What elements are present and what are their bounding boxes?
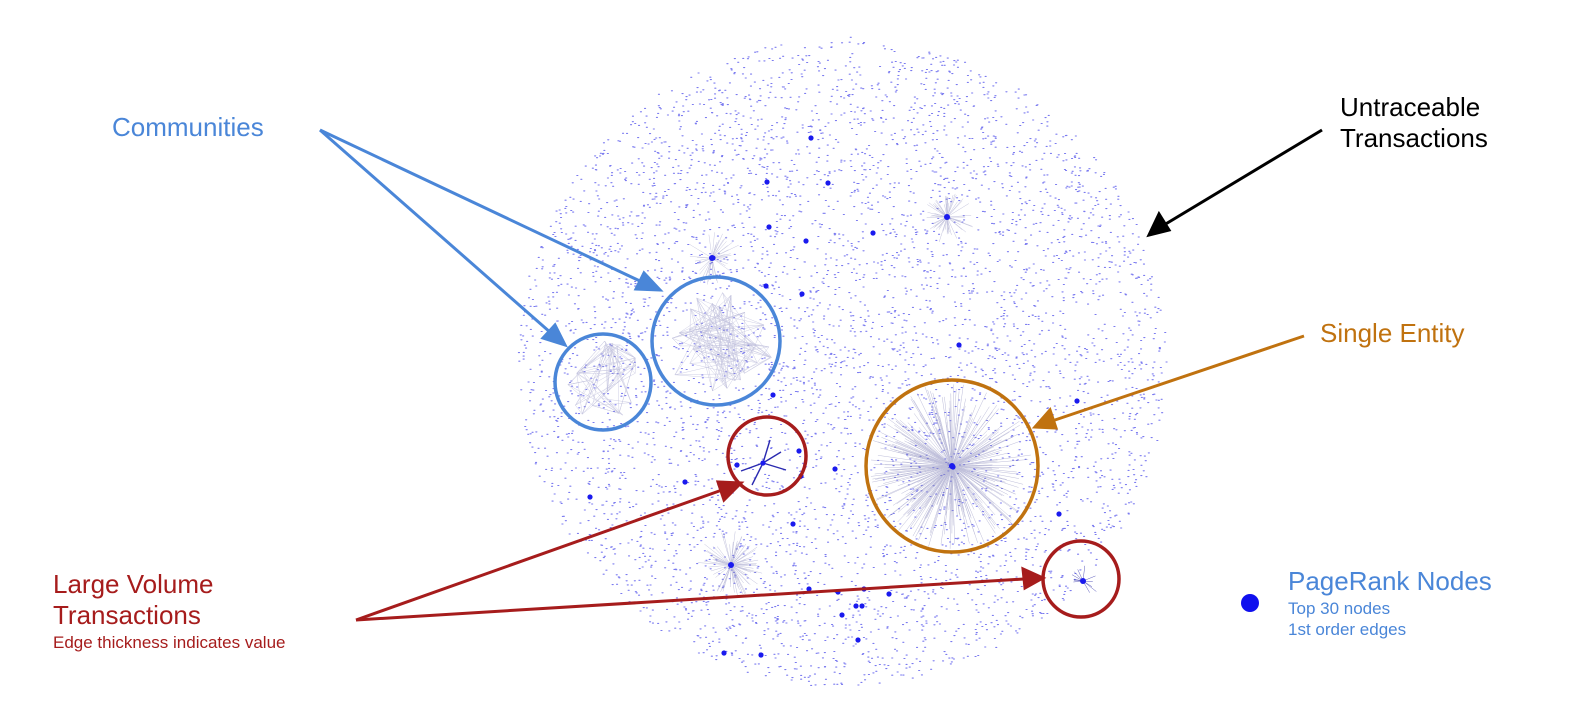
large-volume-edges [740,439,787,486]
pagerank-legend-title: PageRank Nodes [1288,566,1492,596]
hub-clusters [567,193,1097,598]
community-web-left [567,340,637,416]
pagerank-node [760,460,766,466]
pagerank-node [796,448,802,454]
pagerank-node [956,342,962,348]
pagerank-node [1080,578,1086,584]
pagerank-node [770,392,776,398]
pagerank-node [859,603,865,609]
large-volume-arrows [355,480,1047,622]
pagerank-node [944,214,950,220]
pagerank-legend-dot [1241,594,1259,612]
pagerank-nodes [587,135,1086,658]
communities-label: Communities [112,112,264,142]
pagerank-legend: PageRank Nodes Top 30 nodes 1st order ed… [1288,566,1492,640]
pagerank-node [728,562,734,568]
large-volume-line1: Large Volume [53,569,214,599]
pagerank-node [853,603,859,609]
pagerank-node [1074,398,1080,404]
communities-arrows [319,128,664,348]
community-circle-left [553,332,653,432]
pagerank-node [825,180,831,186]
untraceable-arrow [1146,128,1323,238]
large-volume-subtext: Edge thickness indicates value [53,633,286,653]
pagerank-node [763,283,769,289]
pagerank-node [764,179,770,185]
pagerank-node [803,238,809,244]
pagerank-node [734,462,740,468]
pagerank-node [721,650,727,656]
pagerank-node [870,230,876,236]
hub-top-right [926,193,973,242]
community-web-right [672,292,772,392]
pagerank-node [806,586,812,592]
large-volume-circle-upper [726,415,808,497]
untraceable-line2: Transactions [1340,123,1488,154]
pagerank-node [682,479,688,485]
pagerank-node [799,291,805,297]
untraceable-transactions-label: Untraceable Transactions [1340,92,1488,154]
pagerank-node [766,224,772,230]
pagerank-node [808,135,814,141]
pagerank-legend-line1: Top 30 nodes [1288,599,1391,619]
pagerank-node [839,612,845,618]
pagerank-node [886,591,892,597]
pagerank-node [1056,511,1062,517]
pagerank-node [855,637,861,643]
single-entity-label: Single Entity [1320,318,1465,348]
pagerank-node [790,521,796,527]
single-entity-circle [864,378,1040,554]
network-cloud [517,36,1168,686]
pagerank-node [710,255,716,261]
pagerank-legend-line2: 1st order edges [1288,619,1407,639]
untraceable-line1: Untraceable [1340,92,1481,122]
pagerank-node [950,464,956,470]
large-volume-label: Large Volume Transactions Edge thickness… [53,569,285,654]
community-circle-right [650,275,782,407]
large-volume-line2: Transactions [53,600,201,631]
single-entity-arrow [1031,334,1305,430]
pagerank-node [832,466,838,472]
pagerank-node [587,494,593,500]
pagerank-node [758,652,764,658]
